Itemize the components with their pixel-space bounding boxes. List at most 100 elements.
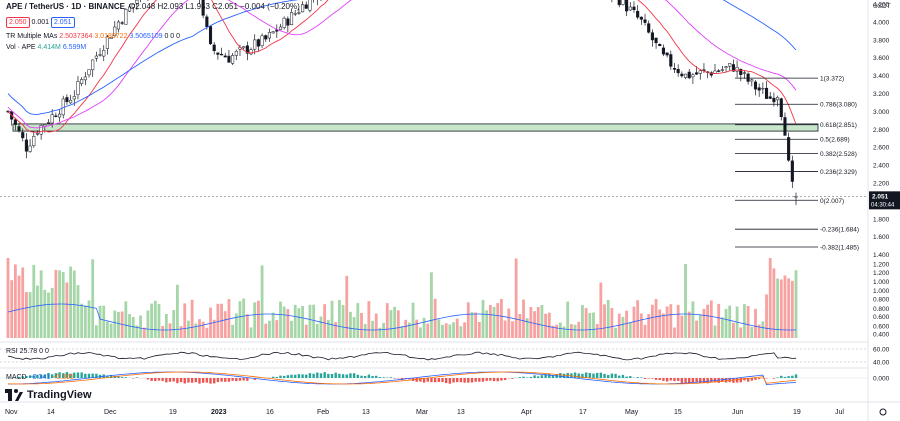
macd-value: −0.341 (28, 374, 51, 381)
candle (94, 55, 98, 59)
volume-bar (308, 304, 312, 338)
macd-bar (724, 378, 728, 383)
tradingview-icon (5, 389, 23, 401)
candle (54, 115, 58, 117)
macd-bar (665, 378, 669, 382)
volume-bar (507, 308, 511, 338)
candle (632, 6, 636, 11)
macd-bar (334, 372, 337, 378)
volume-bar (728, 305, 732, 338)
volume-bar (720, 317, 724, 338)
settings-gear-icon[interactable] (879, 408, 887, 416)
volume-bar (363, 323, 367, 338)
candle (698, 70, 702, 74)
candle (267, 32, 271, 39)
last-price-badge (869, 191, 900, 210)
macd-bar (157, 378, 161, 381)
macd-bar (297, 374, 301, 378)
volume-bar (761, 321, 765, 338)
volume-bar (621, 316, 625, 338)
volume-bar (345, 275, 349, 338)
time-tick-label: 13 (362, 409, 370, 416)
tradingview-logo[interactable]: TradingView (5, 389, 92, 401)
volume-bar (500, 298, 503, 338)
macd-bar (735, 378, 739, 383)
chart-header: APE / TetherUS · 1D · BINANCE O2.048 H2.… (6, 0, 300, 14)
macd-bar (548, 373, 551, 378)
fib-level-label: -0.236(1.684) (820, 227, 859, 234)
time-tick-label: May (625, 409, 639, 416)
volume-bar (536, 307, 540, 338)
candle (676, 68, 680, 74)
ma-legend[interactable]: TR Multiple MAs 2.5037364 3.0180722 3.50… (6, 32, 180, 41)
volume-bar (636, 300, 640, 338)
ma-label: TR Multiple MAs (6, 33, 58, 40)
volume-tick-label: 0.800 (873, 297, 890, 304)
macd-legend[interactable]: MACD −0.341 −0.305 (6, 373, 74, 382)
volume-bar (13, 264, 17, 338)
candle (131, 4, 135, 8)
volume-bar (367, 301, 371, 338)
macd-bar (120, 377, 124, 378)
candle (24, 139, 28, 152)
macd-bar (776, 377, 779, 378)
volume-bar (584, 308, 588, 338)
candle (227, 55, 231, 63)
macd-bar (525, 377, 529, 378)
candle (764, 87, 769, 99)
macd-bar (448, 378, 452, 384)
volume-bar (768, 258, 772, 338)
ask-price[interactable]: 2.051 (50, 17, 75, 28)
volume-bar (470, 312, 474, 338)
macd-tick-label: 0.000 (873, 376, 890, 383)
candle (223, 55, 227, 58)
volume-bar (400, 325, 404, 338)
volume-bar (503, 320, 507, 338)
macd-bar (787, 376, 790, 378)
volume-bar (161, 325, 165, 338)
candle (83, 76, 87, 81)
macd-bar (146, 378, 150, 380)
volume-bar (360, 312, 363, 338)
macd-bar (780, 375, 783, 378)
fib-level-label: 0.786(3.080) (820, 102, 857, 109)
volume-bar (293, 304, 297, 338)
price-tick-label: 3.200 (873, 91, 890, 98)
volume-bar (323, 304, 327, 338)
rsi-line (7, 351, 797, 361)
macd-bar (224, 378, 227, 382)
rsi-legend[interactable]: RSI 25.78 0 0 (6, 347, 49, 356)
candle (779, 98, 783, 118)
volume-bar (109, 323, 113, 338)
volume-bar (404, 319, 408, 338)
candle (654, 37, 658, 44)
volume-bar (647, 313, 651, 338)
volume-bar (290, 320, 293, 338)
rsi-label: RSI (6, 348, 18, 355)
candle (768, 96, 772, 99)
symbol-title[interactable]: APE / TetherUS · 1D · BINANCE (6, 2, 125, 11)
bid-price[interactable]: 2.050 (6, 17, 30, 28)
fib-level-label: 0(2.007) (820, 198, 844, 205)
macd-bar (95, 373, 98, 378)
macd-bar (441, 378, 444, 383)
volume-bar (179, 326, 183, 338)
volume-bar (231, 324, 235, 338)
volume-bar (65, 282, 69, 338)
volume-bar (242, 298, 246, 338)
volume-bar (430, 272, 433, 338)
macd-bar (625, 376, 628, 378)
macd-bar (640, 377, 643, 378)
macd-bar (205, 378, 209, 383)
macd-bar (242, 378, 245, 381)
macd-bar (651, 378, 654, 379)
volume-bar (702, 308, 706, 338)
macd-bar (330, 373, 334, 378)
candle (695, 72, 699, 75)
macd-bar (73, 372, 76, 378)
macd-bar (356, 374, 360, 378)
vol-legend[interactable]: Vol · APE 4.414M 6.599M (6, 43, 86, 52)
volume-bar (47, 292, 50, 338)
macd-bar (194, 378, 197, 383)
